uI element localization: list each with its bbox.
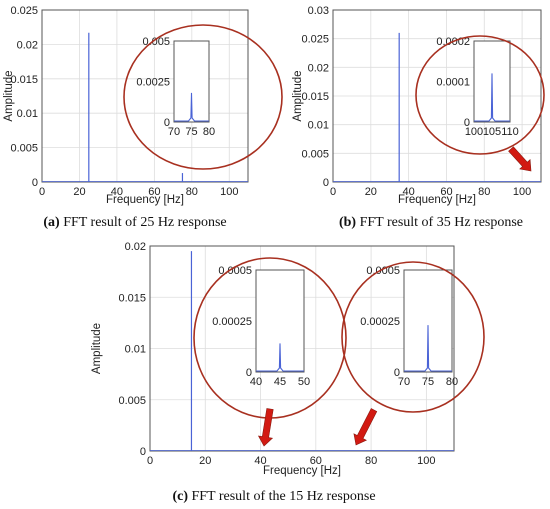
y-tick-label: 0.02 xyxy=(17,39,38,51)
inset-peak xyxy=(404,325,452,372)
y-axis-label: Amplitude xyxy=(91,323,103,374)
chart-panel-b: 0 20 40 60 80 10000.0050.010.0150.020.0250.03… xyxy=(292,5,545,206)
x-tick-label: 60 xyxy=(310,455,322,467)
x-tick-label: 60 xyxy=(440,186,452,198)
plot-frame xyxy=(332,9,542,183)
y-tick-label: 0.015 xyxy=(118,292,146,304)
figure-caption: (c) FFT result of the 15 Hz response xyxy=(172,489,375,504)
inset-peak xyxy=(474,73,510,122)
x-tick-label: 20 xyxy=(199,455,211,467)
inset-x-tick-label: 70 xyxy=(168,126,180,138)
y-tick-label: 0.025 xyxy=(301,34,329,46)
x-tick-label: 100 xyxy=(513,186,531,198)
x-tick-label: 100 xyxy=(220,186,238,198)
inset-x-tick-label: 100 xyxy=(465,126,483,138)
x-tick-label: 60 xyxy=(148,186,160,198)
y-tick-label: 0.015 xyxy=(10,74,38,86)
x-tick-label: 20 xyxy=(73,186,85,198)
inset-x-tick-label: 70 xyxy=(398,376,410,388)
x-tick-label: 80 xyxy=(186,186,198,198)
y-tick-label: 0.01 xyxy=(308,120,329,132)
inset-peak xyxy=(256,343,304,372)
x-tick-label: 80 xyxy=(365,455,377,467)
inset-y-tick-label: 0.00025 xyxy=(360,316,400,328)
y-tick-label: 0 xyxy=(323,177,329,189)
chart-panel-a: 0 20 40 60 80 100 0 0.005 0.01 0.015 0.02 0.025 Freq… xyxy=(3,5,283,206)
x-axis-label: Frequency [Hz] xyxy=(398,194,476,206)
plot-frame xyxy=(41,9,249,183)
inset-x-tick-label: 105 xyxy=(483,126,501,138)
inset-plot: 40 45 50 0 0.00025 0.0005 xyxy=(212,265,310,388)
inset-y-tick-label: 0 xyxy=(394,367,400,379)
inset-x-tick-label: 40 xyxy=(250,376,262,388)
caption-text: FFT result of 25 Hz response xyxy=(60,215,227,230)
inset-y-tick-label: 0 xyxy=(246,367,252,379)
inset-y-tick-label: 0.0005 xyxy=(218,265,252,277)
x-tick-label: 80 xyxy=(478,186,490,198)
inset-y-tick-label: 0.0001 xyxy=(436,77,470,89)
x-tick-label: 20 xyxy=(365,186,377,198)
x-axis-label: Frequency [Hz] xyxy=(263,465,341,477)
highlight-ellipse xyxy=(123,24,283,170)
y-axis-label: Amplitude xyxy=(292,70,304,121)
inset-x-tick-label: 75 xyxy=(185,126,197,138)
y-tick-label: 0.005 xyxy=(118,395,146,407)
y-tick-label: 0 xyxy=(32,177,38,189)
y-tick-label: 0.005 xyxy=(301,148,329,160)
x-tick-label: 40 xyxy=(403,186,415,198)
pointer-arrow xyxy=(508,146,532,172)
inset-x-tick-label: 80 xyxy=(446,376,458,388)
inset-x-tick-label: 110 xyxy=(501,126,519,138)
y-tick-label: 0.02 xyxy=(308,62,329,74)
x-tick-label: 0 xyxy=(147,455,153,467)
inset-y-tick-label: 0.00025 xyxy=(212,316,252,328)
caption-tag: (b) xyxy=(339,215,356,230)
y-axis-label: Amplitude xyxy=(3,70,15,121)
y-tick-label: 0.015 xyxy=(301,91,329,103)
caption-text: FFT result of the 15 Hz response xyxy=(188,489,376,504)
inset-x-tick-label: 50 xyxy=(298,376,310,388)
plot-frame xyxy=(149,245,455,452)
inset-peak xyxy=(174,92,209,122)
pointer-arrow xyxy=(257,408,274,447)
y-tick-label: 0 xyxy=(140,446,146,458)
highlight-ellipse xyxy=(415,35,545,155)
figure-caption: (b) FFT result of 35 Hz response xyxy=(339,215,523,230)
caption-text: FFT result of 35 Hz response xyxy=(356,215,523,230)
y-tick-label: 0.03 xyxy=(308,5,329,17)
y-tick-label: 0.02 xyxy=(125,241,146,253)
inset-x-tick-label: 80 xyxy=(203,126,215,138)
x-tick-label: 40 xyxy=(111,186,123,198)
inset-y-tick-label: 0 xyxy=(164,117,170,129)
inset-x-tick-label: 75 xyxy=(422,376,434,388)
caption-tag: (a) xyxy=(43,215,60,230)
figure-caption: (a) FFT result of 25 Hz response xyxy=(43,215,226,230)
x-tick-label: 100 xyxy=(417,455,435,467)
y-tick-label: 0.01 xyxy=(125,344,146,356)
x-tick-label: 40 xyxy=(254,455,266,467)
x-tick-label: 0 xyxy=(39,186,45,198)
inset-x-tick-label: 45 xyxy=(274,376,286,388)
highlight-ellipse xyxy=(341,261,485,413)
x-axis-label: Frequency [Hz] xyxy=(106,194,184,206)
y-tick-label: 0.01 xyxy=(17,108,38,120)
inset-y-tick-label: 0.0025 xyxy=(136,77,170,89)
inset-y-tick-label: 0 xyxy=(464,117,470,129)
y-tick-label: 0.005 xyxy=(10,143,38,155)
pointer-arrow xyxy=(353,408,378,446)
x-tick-label: 0 xyxy=(330,186,336,198)
chart-panel-c: 0 20 40 60 80 100 0 0.005 0.01 0.015 0.02 Frequency… xyxy=(91,241,485,477)
y-tick-label: 0.025 xyxy=(10,5,38,17)
caption-tag: (c) xyxy=(172,489,188,504)
